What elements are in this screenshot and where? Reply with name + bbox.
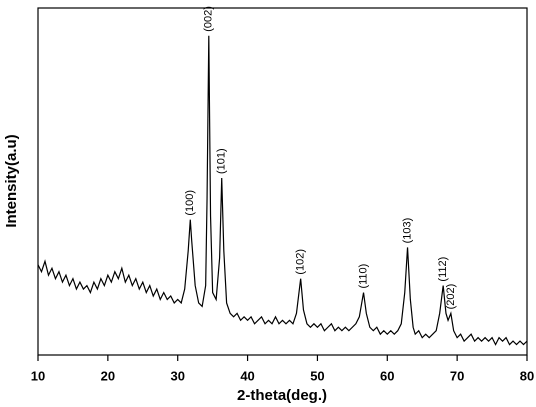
x-tick-label: 40 xyxy=(240,368,254,383)
x-tick-label: 70 xyxy=(450,368,464,383)
x-tick-label: 50 xyxy=(310,368,324,383)
peak-label: (112) xyxy=(437,257,449,282)
x-axis-label: 2-theta(deg.) xyxy=(237,387,327,404)
peak-label: (103) xyxy=(401,218,413,244)
x-tick-label: 10 xyxy=(31,368,45,383)
x-tick-label: 20 xyxy=(101,368,115,383)
xrd-pattern xyxy=(37,35,528,346)
y-axis-label: Intensity(a.u) xyxy=(3,134,20,227)
x-tick-label: 80 xyxy=(520,368,534,383)
peak-label: (202) xyxy=(445,284,457,310)
peak-label: (110) xyxy=(357,264,369,289)
x-tick-label: 30 xyxy=(170,368,184,383)
plot-frame xyxy=(37,7,528,356)
peak-label: (002) xyxy=(203,6,215,32)
x-tick-label: 60 xyxy=(380,368,394,383)
peak-label: (100) xyxy=(184,190,196,216)
peak-label: (101) xyxy=(216,148,228,174)
peak-label: (102) xyxy=(295,249,307,275)
